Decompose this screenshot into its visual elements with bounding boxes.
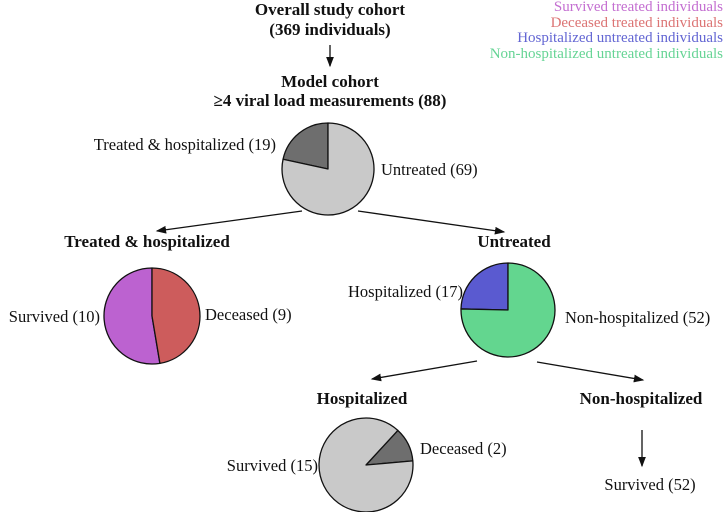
- legend-item: Hospitalized untreated individuals: [517, 30, 723, 46]
- pie3-right-label: Non-hospitalized (52): [565, 308, 711, 327]
- arrow-to-nonhospitalized-branch: [536, 361, 645, 383]
- branch-label-non-hospitalized: Non-hospitalized: [579, 389, 703, 408]
- pie2-right-label: Deceased (9): [205, 305, 292, 324]
- pie-untreated-split: [460, 262, 556, 358]
- pie1-left-label: Treated & hospitalized (19): [93, 135, 276, 154]
- model-cohort-line1: Model cohort: [281, 72, 379, 91]
- pie1-right-label: Untreated (69): [381, 160, 478, 179]
- pie-slice-non-hospitalized: [460, 262, 556, 358]
- pie3-left-label: Hospitalized (17): [347, 282, 463, 301]
- model-cohort-title: Model cohort ≥4 viral load measurements …: [155, 72, 505, 110]
- pie-slice-untreated: [281, 122, 375, 216]
- legend-item: Survived treated individuals: [553, 0, 723, 15]
- overall-cohort-title-line1: Overall study cohort: [254, 0, 406, 19]
- legend-item: Non-hospitalized untreated individuals: [489, 45, 723, 62]
- pie4-left-label: Survived (15): [226, 456, 318, 475]
- pie4-right-label: Deceased (2): [420, 439, 507, 458]
- overall-cohort-title-line2: (369 individuals): [269, 20, 391, 39]
- branch-label-hospitalized: Hospitalized: [316, 389, 408, 408]
- pie-treated-outcome: [103, 267, 201, 365]
- pie-hospitalized-outcome: [318, 417, 414, 512]
- legend: Survived treated individuals Deceased tre…: [393, 0, 723, 62]
- survived-52-label: Survived (52): [604, 475, 696, 494]
- pie2-left-label: Survived (10): [8, 307, 100, 326]
- overall-cohort-title: Overall study cohort (369 individuals): [180, 0, 480, 40]
- branch-label-untreated: Untreated: [477, 232, 551, 251]
- legend-item: Deceased treated individuals: [550, 14, 723, 31]
- pie-slice-treated-hospitalized: [282, 122, 329, 170]
- pie-slice-survived: [318, 417, 414, 512]
- model-cohort-line2: ≥4 viral load measurements (88): [213, 91, 447, 110]
- pie-model-cohort: [281, 122, 375, 216]
- arrow-to-hospitalized-branch: [370, 360, 478, 382]
- pie-slice-hospitalized: [460, 262, 509, 311]
- pie-slice-deceased: [151, 267, 201, 364]
- pie-slice-survived: [103, 267, 161, 365]
- branch-label-treated-hospitalized: Treated & hospitalized: [64, 232, 230, 251]
